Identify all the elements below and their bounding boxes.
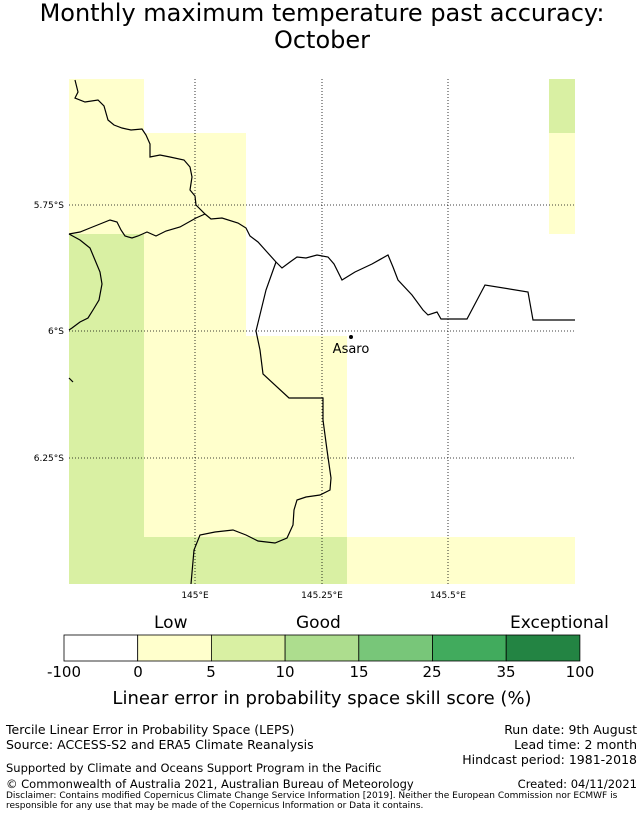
border-south (190, 261, 332, 585)
lead-time: Lead time: 2 month (514, 737, 637, 752)
colorbar-segment (137, 634, 212, 662)
colorbar-segment (432, 634, 507, 662)
coastline-fragment (68, 377, 74, 383)
colorbar-segment (210, 634, 286, 662)
title-line-2: October (273, 26, 371, 54)
tick-35: 35 (496, 663, 516, 681)
colorbar-segment (505, 634, 581, 662)
lon-label-145-25: 145.25°E (301, 591, 343, 600)
category-good: Good (296, 613, 341, 633)
colorbar-segment (284, 634, 360, 662)
colorbar (63, 634, 581, 662)
asaro-label: Asaro (333, 342, 370, 357)
tick-0: 0 (133, 663, 143, 681)
colorbar-label: Linear error in probability space skill … (112, 688, 532, 709)
tick-10: 10 (275, 663, 295, 681)
title-line-1: Monthly maximum temperature past accurac… (39, 0, 605, 27)
source-text: Source: ACCESS-S2 and ERA5 Climate Reana… (6, 737, 314, 752)
cell-low (347, 537, 575, 584)
run-date: Run date: 9th August (504, 722, 637, 737)
tick-15: 15 (349, 663, 369, 681)
tick-100: 100 (565, 663, 595, 681)
disclaimer-line-1: Disclaimer: Contains modified Copernicus… (6, 791, 618, 801)
category-exceptional: Exceptional (510, 613, 609, 633)
colorbar-segment (358, 634, 433, 662)
tick-5: 5 (206, 663, 216, 681)
tick-25: 25 (422, 663, 442, 681)
cell-low (69, 79, 144, 234)
cell-good (69, 234, 144, 584)
cell-good (549, 79, 575, 133)
coastline-west (74, 79, 575, 321)
asaro-marker (349, 335, 353, 339)
chart-title: Monthly maximum temperature past accurac… (0, 0, 644, 54)
coastline-northwest (68, 213, 206, 239)
cell-low (246, 336, 347, 537)
disclaimer-line-2: responsible for any use that may be made… (6, 801, 424, 811)
lat-label-6-25: 6.25°S (34, 454, 65, 464)
lon-label-145: 145°E (181, 591, 209, 600)
lon-label-145-5: 145.5°E (430, 591, 466, 600)
method-text: Tercile Linear Error in Probability Spac… (6, 722, 295, 737)
skill-map: Asaro 5.75°S 6°S 6.25°S 145°E 145.25°E 1… (34, 79, 575, 600)
category-low: Low (154, 613, 188, 633)
lat-label-5-75: 5.75°S (34, 201, 65, 211)
gridlines (69, 79, 575, 584)
cell-low (549, 133, 575, 234)
created-date: Created: 04/11/2021 (517, 777, 637, 791)
cell-good (144, 537, 347, 584)
coastline-lobe (68, 233, 103, 331)
hindcast-period: Hindcast period: 1981-2018 (462, 752, 637, 767)
lat-label-6: 6°S (48, 327, 64, 337)
support-text: Supported by Climate and Oceans Support … (6, 761, 382, 775)
copyright-text: © Commonwealth of Australia 2021, Austra… (6, 777, 414, 791)
colorbar-segment (63, 634, 139, 662)
coastline (68, 79, 575, 585)
tick-minus-100: -100 (46, 663, 82, 681)
